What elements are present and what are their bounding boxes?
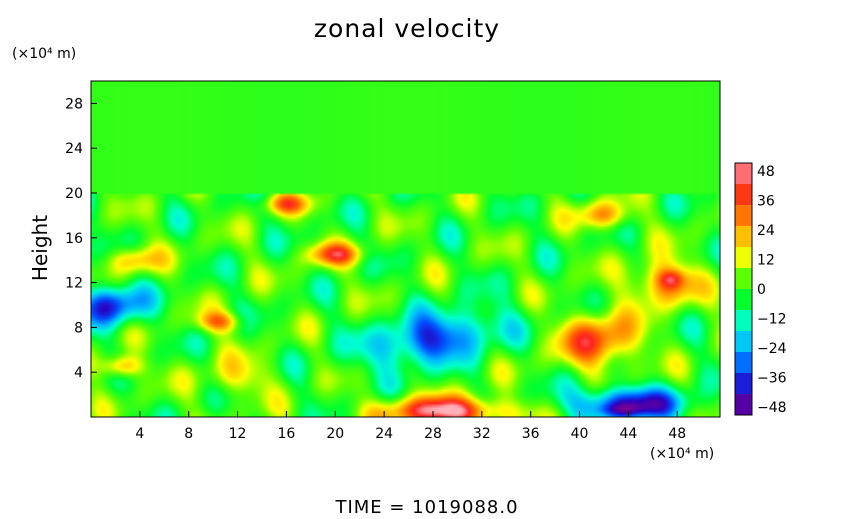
colorbar-swatch [735, 373, 752, 395]
y-tick-label: 16 [65, 231, 83, 247]
colorbar-tick-label: −24 [757, 341, 787, 357]
colorbar-tick-label: 48 [757, 164, 775, 180]
colorbar-swatch [735, 226, 752, 248]
colorbar-swatch [735, 310, 752, 332]
colorbar-tick-label: 36 [757, 194, 775, 210]
y-axis: 4 8 12 16 20 24 28 [65, 96, 97, 381]
colorbar-swatch [735, 205, 752, 227]
y-tick-label: 12 [65, 276, 83, 292]
colorbar-tick-label: 24 [757, 223, 775, 239]
x-tick-label: 44 [619, 426, 637, 442]
y-tick-label: 28 [65, 96, 83, 112]
colorbar-tick-label: 0 [757, 282, 766, 298]
colorbar-swatch [735, 352, 752, 374]
x-axis: 4 8 12 16 20 24 28 32 36 40 44 48 [135, 411, 686, 442]
x-tick-label: 28 [424, 426, 442, 442]
y-axis-unit: (×10⁴ m) [12, 46, 77, 62]
time-label: TIME = 1019088.0 [335, 497, 519, 518]
colorbar-swatch [735, 289, 752, 311]
colorbar-swatch [735, 331, 752, 353]
heatmap-image [91, 81, 720, 417]
colorbar-frame [734, 162, 753, 416]
x-tick-label: 40 [571, 426, 589, 442]
x-tick-label: 4 [135, 426, 144, 442]
colorbar-swatch [735, 268, 752, 290]
colorbar-tick-label: −48 [757, 400, 787, 416]
colorbar-swatch [735, 184, 752, 206]
x-tick-label: 48 [668, 426, 686, 442]
x-tick-label: 12 [229, 426, 247, 442]
x-tick-label: 8 [184, 426, 193, 442]
colorbar-swatch [735, 394, 752, 416]
plot-frame [90, 80, 721, 418]
x-axis-unit: (×10⁴ m) [650, 446, 715, 462]
x-tick-label: 36 [522, 426, 540, 442]
colorbar-tick-label: −36 [757, 371, 787, 387]
x-tick-label: 24 [375, 426, 393, 442]
y-tick-label: 20 [65, 186, 83, 202]
y-tick-label: 24 [65, 141, 83, 157]
colorbar-tick-label: −12 [757, 312, 787, 328]
y-tick-label: 4 [74, 365, 83, 381]
x-tick-label: 16 [278, 426, 296, 442]
colorbar: 48 36 24 12 0 −12 −24 −36 −48 [734, 162, 787, 416]
x-tick-label: 20 [326, 426, 344, 442]
colorbar-tick-label: 12 [757, 253, 775, 269]
x-tick-label: 32 [473, 426, 491, 442]
colorbar-swatch [735, 247, 752, 269]
chart-title: zonal velocity [313, 14, 501, 43]
colorbar-swatch [735, 163, 752, 185]
y-tick-label: 8 [74, 320, 83, 336]
